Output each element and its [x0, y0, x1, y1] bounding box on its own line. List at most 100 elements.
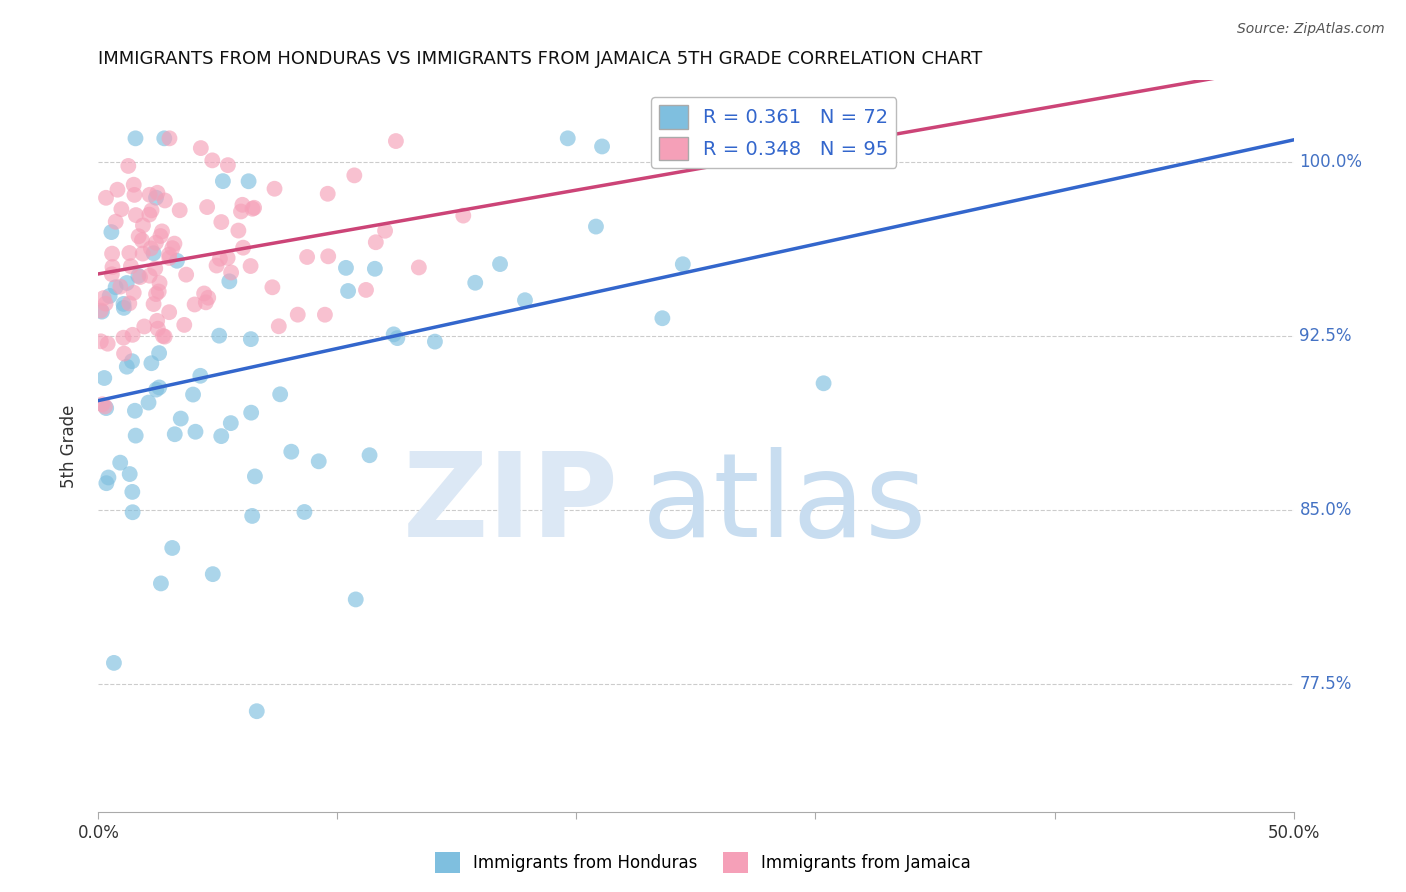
- Point: [337, 284, 360, 298]
- Point: [146, 314, 169, 328]
- Point: [94, 400, 117, 414]
- Point: [121, 505, 143, 519]
- Point: [118, 296, 141, 310]
- Point: [239, 332, 262, 346]
- Text: 77.5%: 77.5%: [1299, 675, 1353, 693]
- Point: [122, 178, 145, 192]
- Point: [232, 241, 254, 255]
- Point: [138, 187, 160, 202]
- Point: [295, 250, 318, 264]
- Point: [162, 541, 184, 555]
- Point: [344, 592, 367, 607]
- Point: [173, 318, 195, 332]
- Point: [218, 274, 240, 288]
- Point: [262, 280, 284, 294]
- Point: [188, 368, 211, 383]
- Point: [672, 257, 695, 271]
- Point: [208, 328, 231, 343]
- Point: [217, 158, 239, 172]
- Point: [121, 327, 143, 342]
- Point: [316, 186, 339, 201]
- Point: [139, 241, 162, 255]
- Point: [190, 141, 212, 155]
- Point: [131, 233, 153, 247]
- Point: [104, 215, 127, 229]
- Point: [280, 444, 302, 458]
- Point: [132, 219, 155, 233]
- Point: [97, 470, 120, 484]
- Point: [209, 429, 232, 443]
- Point: [153, 329, 176, 343]
- Point: [94, 296, 117, 310]
- Point: [141, 203, 163, 218]
- Y-axis label: 5th Grade: 5th Grade: [59, 404, 77, 488]
- Point: [287, 308, 309, 322]
- Point: [149, 576, 172, 591]
- Point: [107, 183, 129, 197]
- Point: [142, 297, 165, 311]
- Point: [181, 387, 204, 401]
- Point: [267, 319, 290, 334]
- Point: [212, 174, 235, 188]
- Point: [129, 270, 152, 285]
- Point: [120, 259, 142, 273]
- Point: [110, 279, 132, 293]
- Point: [98, 289, 121, 303]
- Point: [153, 194, 176, 208]
- Point: [157, 305, 180, 319]
- Point: [148, 276, 170, 290]
- Point: [242, 202, 264, 216]
- Point: [115, 276, 138, 290]
- Point: [93, 371, 115, 385]
- Point: [209, 215, 232, 229]
- Point: [364, 261, 387, 276]
- Point: [112, 346, 135, 360]
- Point: [408, 260, 430, 275]
- Point: [813, 376, 835, 391]
- Point: [104, 280, 127, 294]
- Point: [591, 139, 613, 153]
- Point: [651, 311, 673, 326]
- Point: [148, 380, 170, 394]
- Legend: R = 0.361   N = 72, R = 0.348   N = 95: R = 0.361 N = 72, R = 0.348 N = 95: [651, 97, 897, 168]
- Point: [103, 656, 125, 670]
- Point: [146, 321, 169, 335]
- Point: [108, 456, 131, 470]
- Point: [90, 334, 112, 349]
- Point: [153, 131, 176, 145]
- Text: 92.5%: 92.5%: [1299, 326, 1353, 344]
- Point: [146, 186, 169, 200]
- Point: [673, 131, 696, 145]
- Point: [201, 153, 224, 168]
- Point: [90, 304, 112, 318]
- Point: [115, 359, 138, 374]
- Point: [231, 198, 253, 212]
- Point: [125, 208, 148, 222]
- Point: [138, 395, 160, 409]
- Text: atlas: atlas: [643, 447, 928, 562]
- Point: [150, 224, 173, 238]
- Point: [316, 249, 339, 263]
- Point: [96, 476, 118, 491]
- Point: [243, 201, 266, 215]
- Point: [246, 704, 269, 718]
- Point: [131, 246, 153, 260]
- Point: [489, 257, 512, 271]
- Point: [183, 297, 205, 311]
- Point: [557, 131, 579, 145]
- Point: [239, 259, 262, 273]
- Point: [359, 448, 381, 462]
- Point: [240, 406, 263, 420]
- Point: [145, 191, 167, 205]
- Point: [124, 131, 146, 145]
- Text: 100.0%: 100.0%: [1299, 153, 1362, 170]
- Point: [90, 303, 112, 318]
- Point: [125, 428, 148, 442]
- Point: [134, 319, 156, 334]
- Point: [464, 276, 486, 290]
- Point: [145, 235, 167, 250]
- Point: [219, 265, 242, 279]
- Point: [141, 356, 163, 370]
- Point: [101, 267, 124, 281]
- Point: [96, 401, 118, 415]
